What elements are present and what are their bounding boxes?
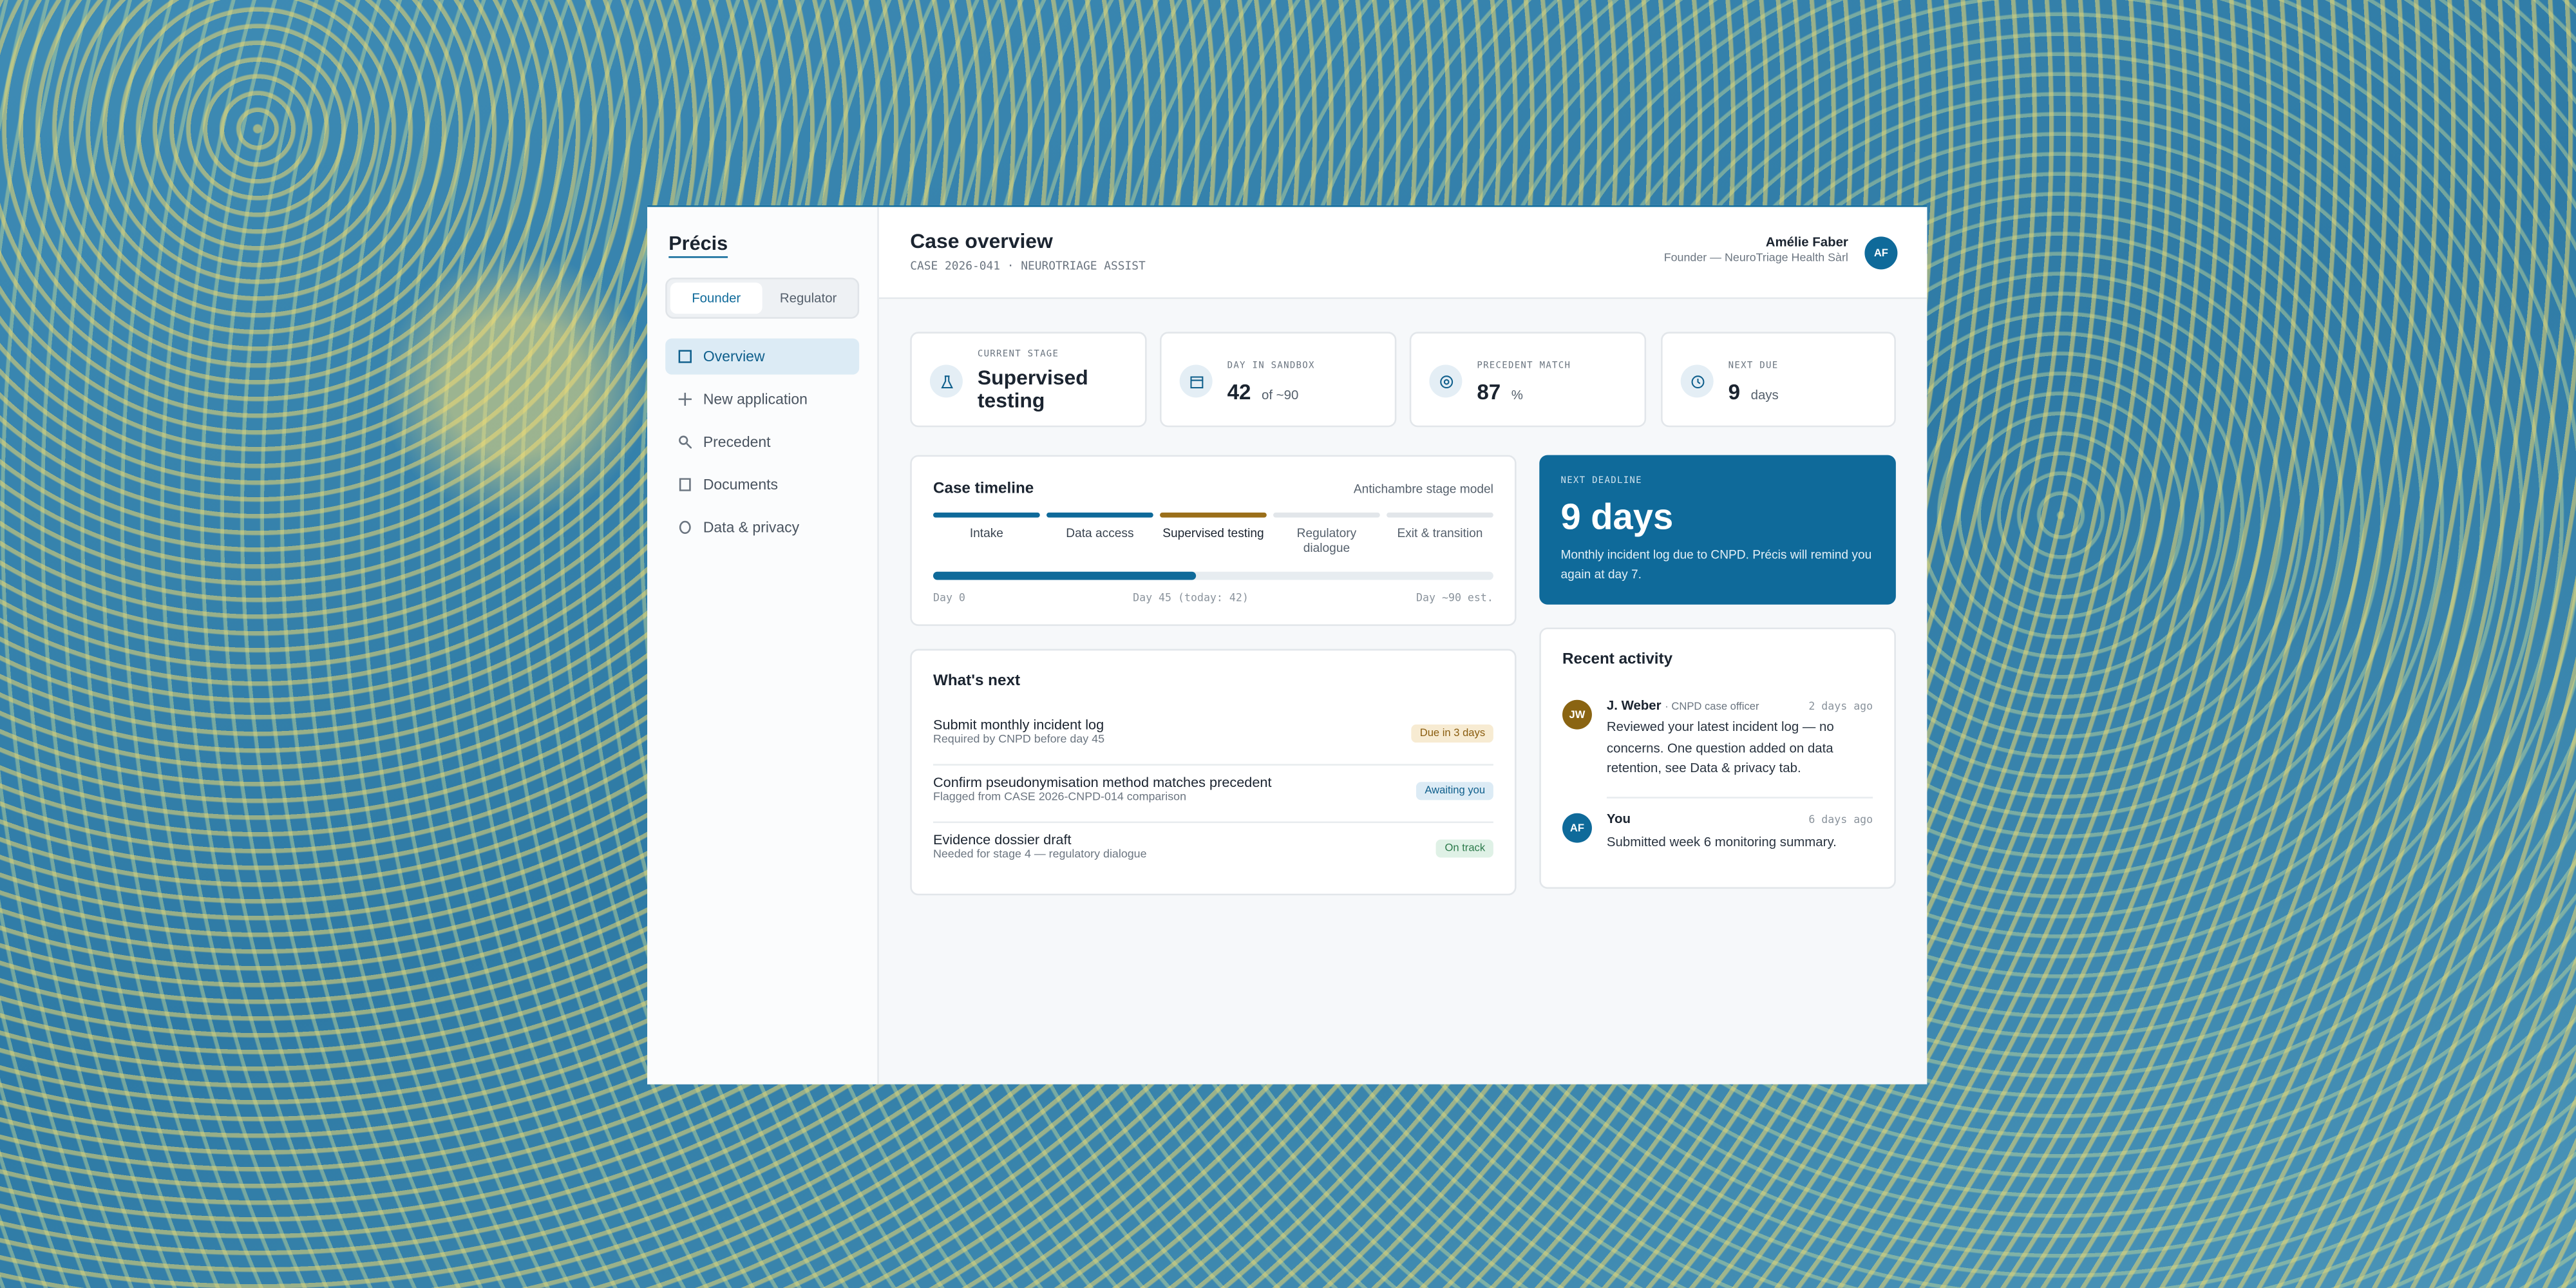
nav-item[interactable]: Data & privacy [665, 509, 859, 545]
timeline-card: Case timeline Antichambre stage model In… [910, 455, 1517, 626]
timeline-model: Antichambre stage model [1353, 481, 1493, 497]
role-switch: Founder Regulator [665, 278, 860, 319]
nav-item[interactable]: Documents [665, 466, 859, 502]
stage-label: Data access [1066, 526, 1134, 541]
page-subtitle: CASE 2026-041 · NEUROTRIAGE ASSIST [910, 260, 1146, 273]
next-item[interactable]: Confirm pseudonymisation method matches … [933, 774, 1493, 824]
nav-label: Precedent [703, 433, 771, 450]
activity-time: 2 days ago [1808, 699, 1873, 714]
item-detail: Needed for stage 4 — regulatory dialogue [933, 849, 1147, 861]
user-avatar[interactable]: AF [1864, 236, 1898, 270]
nav-item[interactable]: Precedent [665, 424, 859, 460]
item-title: Evidence dossier draft [933, 831, 1072, 848]
nav-label: Data & privacy [703, 519, 800, 536]
stat-label: DAY IN SANDBOX [1227, 361, 1315, 372]
status-badge: Awaiting you [1416, 782, 1493, 800]
item-title: Submit monthly incident log [933, 716, 1104, 733]
deadline-value: 9 days [1560, 496, 1674, 538]
deadline-card: NEXT DEADLINE 9 days Monthly incident lo… [1539, 455, 1896, 605]
user-role: Founder — NeuroTriage Health Sàrl [1663, 252, 1848, 265]
stage-label: Supervised testing [1162, 526, 1264, 541]
activity-avatar: JW [1562, 699, 1592, 730]
stat-label: NEXT DUE [1728, 361, 1779, 372]
nav: Overview New application Precedent Docum… [665, 338, 860, 545]
role-tab[interactable]: Regulator [779, 290, 837, 306]
header: Case overview CASE 2026-041 · NEUROTRIAG… [878, 207, 1927, 299]
stat-value: 9 [1728, 379, 1741, 404]
stat-label: PRECEDENT MATCH [1477, 361, 1571, 372]
progress-label: Day ~90 est. [1416, 591, 1493, 605]
activity-name: J. Weber [1606, 698, 1662, 714]
user-name: Amélie Faber [1765, 234, 1848, 250]
status-badge: On track [1436, 839, 1493, 858]
activity-card: Recent activity JW J. Weber · CNPD case … [1539, 627, 1896, 889]
progress-label: Day 0 [933, 591, 965, 605]
nav-label: New application [703, 391, 808, 408]
stat-unit: % [1511, 388, 1523, 402]
stat-icon [1680, 365, 1714, 398]
status-badge: Due in 3 days [1411, 724, 1493, 743]
next-item[interactable]: Evidence dossier draft Needed for stage … [933, 831, 1493, 879]
progress-track [933, 571, 1493, 580]
nav-label: Overview [703, 348, 765, 365]
progress-label: Day 45 (today: 42) [1133, 591, 1249, 605]
activity-time: 6 days ago [1808, 813, 1873, 827]
stat-icon [929, 365, 963, 398]
next-item[interactable]: Submit monthly incident log Required by … [933, 716, 1493, 766]
stat-card: NEXT DUE 9 days [1661, 332, 1896, 428]
stage-label: Intake [969, 526, 1003, 541]
sidebar: Précis Founder Regulator Overview New ap… [647, 207, 879, 1084]
activity-text: Submitted week 6 monitoring summary. [1606, 834, 1837, 849]
app-window: Précis Founder Regulator Overview New ap… [647, 205, 1927, 1084]
stage-label: Regulatory dialogue [1296, 526, 1357, 556]
stage-label: Exit & transition [1397, 526, 1483, 541]
card-title: Case timeline [933, 479, 1034, 498]
item-title: Confirm pseudonymisation method matches … [933, 773, 1272, 791]
stat-value: Supervised testing [977, 366, 1088, 413]
progress-fill [933, 571, 1197, 580]
nav-label: Documents [703, 476, 778, 493]
activity-role: · CNPD case officer [1665, 701, 1759, 714]
stat-icon [1429, 365, 1463, 398]
stat-icon [1179, 365, 1213, 398]
main: Case overview CASE 2026-041 · NEUROTRIAG… [878, 207, 1927, 1084]
item-detail: Flagged from CASE 2026-CNPD-014 comparis… [933, 791, 1187, 804]
activity-text: Reviewed your latest incident log — no c… [1606, 719, 1834, 776]
stat-card: PRECEDENT MATCH 87 % [1409, 332, 1647, 428]
nav-item[interactable]: New application [665, 381, 859, 417]
stat-value: 42 [1227, 379, 1251, 404]
nav-item[interactable]: Overview [665, 338, 860, 375]
stat-label: CURRENT STAGE [977, 350, 1059, 360]
stat-card: CURRENT STAGE Supervised testing [910, 332, 1147, 428]
stat-unit: days [1750, 388, 1779, 402]
card-title: What's next [933, 672, 1021, 690]
next-card: What's next Submit monthly incident log … [910, 649, 1517, 896]
card-title: Recent activity [1562, 650, 1673, 669]
stat-card: DAY IN SANDBOX 42 of ~90 [1160, 332, 1397, 428]
role-tab[interactable]: Founder [670, 282, 762, 314]
deadline-text: Monthly incident log due to CNPD. Précis… [1560, 547, 1872, 582]
activity-name: You [1606, 811, 1631, 827]
brand: Précis [668, 232, 728, 258]
stat-unit: of ~90 [1261, 388, 1299, 402]
page-title: Case overview [910, 230, 1053, 253]
item-detail: Required by CNPD before day 45 [933, 734, 1105, 746]
stat-value: 87 [1477, 379, 1501, 404]
stage-row: Intake Data access Supervised testing Re… [933, 512, 1493, 556]
next-list: Submit monthly incident log Required by … [933, 716, 1493, 879]
deadline-label: NEXT DEADLINE [1560, 476, 1642, 487]
activity-avatar: AF [1562, 813, 1592, 843]
